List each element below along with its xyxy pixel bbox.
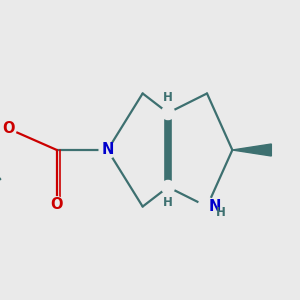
- Circle shape: [198, 197, 216, 215]
- Text: O: O: [2, 121, 14, 136]
- Circle shape: [49, 197, 65, 212]
- Circle shape: [161, 180, 175, 194]
- Text: H: H: [163, 196, 173, 209]
- Text: H: H: [216, 206, 226, 219]
- Text: N: N: [101, 142, 114, 158]
- Circle shape: [99, 142, 116, 158]
- Polygon shape: [232, 144, 272, 156]
- Circle shape: [0, 120, 16, 137]
- Circle shape: [161, 106, 175, 119]
- Text: N: N: [208, 199, 221, 214]
- Text: O: O: [51, 197, 63, 212]
- Text: H: H: [163, 91, 173, 104]
